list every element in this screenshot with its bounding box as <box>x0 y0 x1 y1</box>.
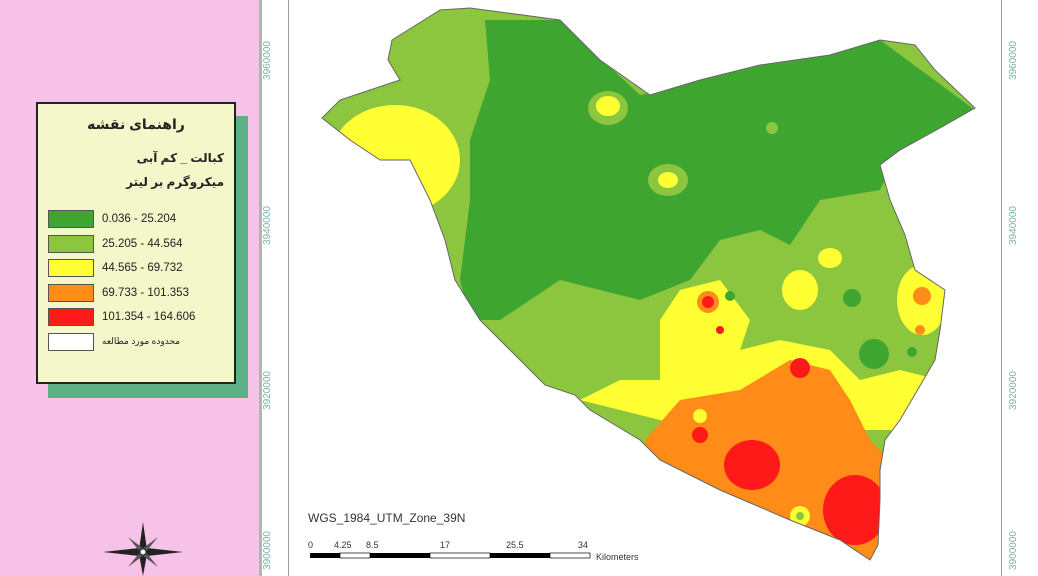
scale-tick-label: 0 <box>308 540 313 550</box>
scale-tick-label: 8.5 <box>366 540 379 550</box>
scale-tick-label: 17 <box>440 540 450 550</box>
projection-label: WGS_1984_UTM_Zone_39N <box>308 511 465 525</box>
scale-tick-label: 4.25 <box>334 540 352 550</box>
scale-tick-label: 25.5 <box>506 540 524 550</box>
scale-bar <box>310 553 590 558</box>
scale-unit-label: Kilometers <box>596 552 639 562</box>
scale-tick-label: 34 <box>578 540 588 550</box>
